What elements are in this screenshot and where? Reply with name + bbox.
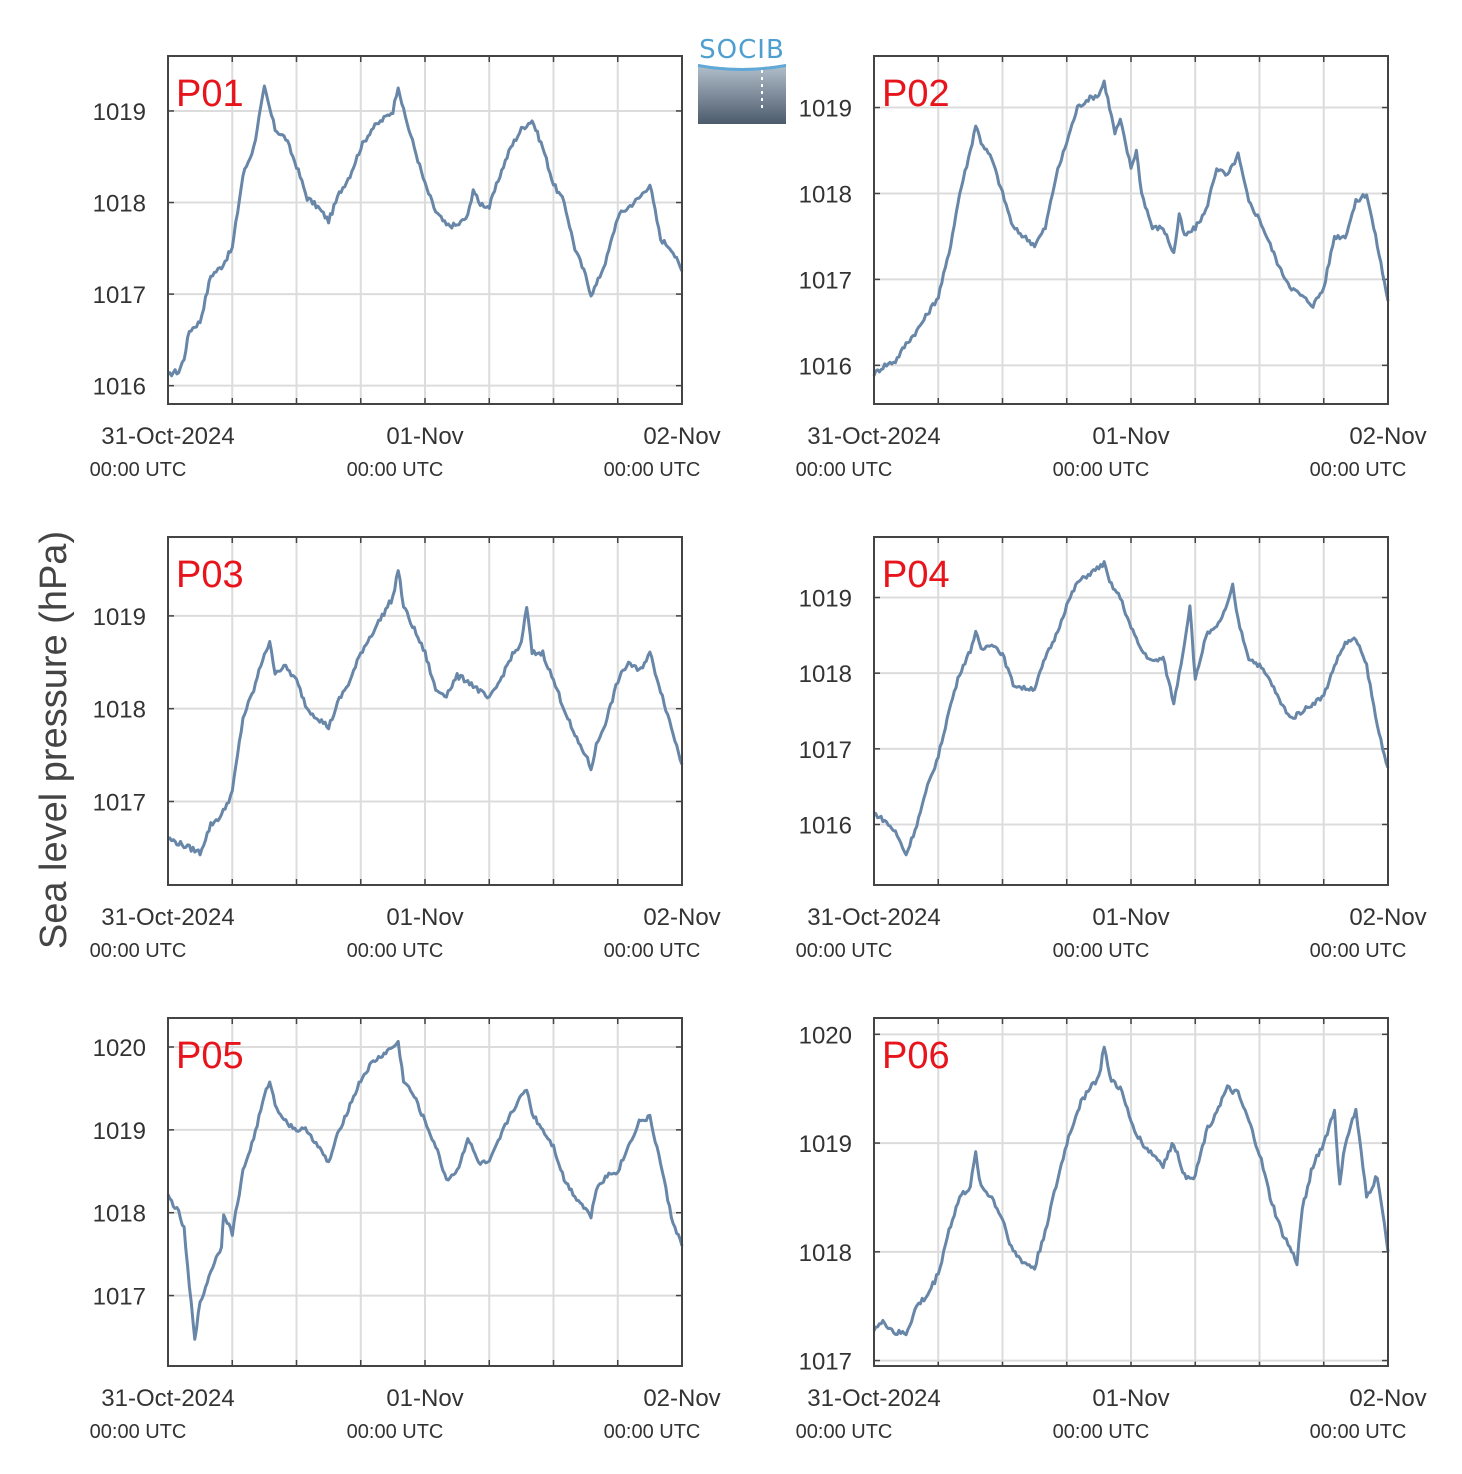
y-tick-label: 1018: [93, 697, 146, 724]
panel-label: P01: [176, 73, 244, 115]
panel-p01: 1016 1017 1018 1019 P01 31-Oct-2024 00:00 UTC 0…: [90, 55, 721, 481]
x-tick-sublabel: 00:00 UTC: [1053, 1421, 1150, 1443]
x-tick-label: 31-Oct-2024: [807, 423, 940, 450]
y-tick-label: 1017: [799, 737, 852, 764]
x-tick-label: 02-Nov: [1349, 1385, 1426, 1412]
x-tick-label: 02-Nov: [643, 904, 720, 931]
x-tick-label: 01-Nov: [1092, 1385, 1169, 1412]
y-tick-label: 1019: [799, 96, 852, 123]
x-tick-sublabel: 00:00 UTC: [90, 1421, 187, 1443]
x-tick-sublabel: 00:00 UTC: [796, 459, 893, 481]
x-tick-label: 02-Nov: [643, 423, 720, 450]
x-tick-label: 02-Nov: [1349, 904, 1426, 931]
y-tick-label: 1017: [93, 282, 146, 309]
panel-p05: 1017 1018 1019 1020 P05 31-Oct-2024 00:00 UTC 0…: [90, 1017, 721, 1443]
y-tick-label: 1018: [799, 1240, 852, 1267]
y-tick-label: 1017: [93, 789, 146, 816]
plot-frame: [167, 55, 683, 405]
x-tick-label: 31-Oct-2024: [101, 1385, 234, 1412]
plot-frame: [873, 55, 1389, 405]
logo-wave-icon: [698, 64, 786, 124]
x-tick-sublabel: 00:00 UTC: [796, 940, 893, 962]
panel-label: P05: [176, 1035, 244, 1077]
panel-label: P06: [882, 1035, 950, 1077]
y-tick-label: 1019: [93, 604, 146, 631]
y-tick-label: 1020: [799, 1022, 852, 1049]
x-tick-sublabel: 00:00 UTC: [347, 459, 444, 481]
x-tick-label: 01-Nov: [386, 423, 463, 450]
x-tick-sublabel: 00:00 UTC: [796, 1421, 893, 1443]
x-tick-sublabel: 00:00 UTC: [604, 1421, 701, 1443]
panel-p04: 1016 1017 1018 1019 P04 31-Oct-2024 00:00 UTC 0…: [796, 536, 1427, 962]
y-tick-label: 1017: [93, 1284, 146, 1311]
x-tick-label: 01-Nov: [386, 1385, 463, 1412]
y-tick-label: 1018: [799, 181, 852, 208]
y-tick-label: 1020: [93, 1035, 146, 1062]
x-tick-label: 01-Nov: [1092, 423, 1169, 450]
x-tick-sublabel: 00:00 UTC: [1053, 940, 1150, 962]
y-tick-label: 1018: [93, 1201, 146, 1228]
plot-frame: [167, 536, 683, 886]
x-tick-sublabel: 00:00 UTC: [90, 459, 187, 481]
series-line: [166, 84, 684, 378]
y-tick-label: 1018: [93, 191, 146, 218]
x-tick-sublabel: 00:00 UTC: [90, 940, 187, 962]
panel-p06: 1017 1018 1019 1020 P06 31-Oct-2024 00:00 UTC 0…: [796, 1017, 1427, 1443]
x-tick-sublabel: 00:00 UTC: [347, 1421, 444, 1443]
y-tick-label: 1016: [799, 353, 852, 380]
y-tick-label: 1016: [799, 812, 852, 839]
x-tick-label: 01-Nov: [386, 904, 463, 931]
y-tick-label: 1019: [799, 586, 852, 613]
x-tick-sublabel: 00:00 UTC: [604, 940, 701, 962]
plot-frame: [167, 1017, 683, 1367]
x-tick-label: 31-Oct-2024: [807, 904, 940, 931]
y-tick-label: 1019: [799, 1131, 852, 1158]
panel-label: P03: [176, 554, 244, 596]
x-tick-label: 31-Oct-2024: [101, 423, 234, 450]
series-line: [872, 1045, 1390, 1337]
x-tick-sublabel: 00:00 UTC: [1310, 459, 1407, 481]
panels: 1016 1017 1018 1019 P01 31-Oct-2024 00:00 UTC 0…: [90, 55, 1427, 1443]
series-line: [166, 1039, 684, 1341]
panel-p02: 1016 1017 1018 1019 P02 31-Oct-2024 00:00 UTC 0…: [796, 55, 1427, 481]
x-tick-label: 31-Oct-2024: [101, 904, 234, 931]
y-tick-label: 1016: [93, 374, 146, 401]
x-tick-sublabel: 00:00 UTC: [1053, 459, 1150, 481]
y-axis-label: Sea level pressure (hPa): [33, 531, 75, 949]
panel-p03: 1017 1018 1019 P03 31-Oct-2024 00:00 UTC 01-No…: [90, 536, 721, 962]
logo-text: SOCIB: [699, 35, 785, 65]
socib-logo: SOCIB: [698, 35, 786, 124]
y-tick-label: 1017: [799, 267, 852, 294]
x-tick-label: 02-Nov: [643, 1385, 720, 1412]
y-tick-label: 1019: [93, 99, 146, 126]
logo-wave-top-icon: [698, 64, 786, 71]
x-tick-label: 01-Nov: [1092, 904, 1169, 931]
plot-frame: [873, 1017, 1389, 1367]
x-tick-label: 31-Oct-2024: [807, 1385, 940, 1412]
x-tick-sublabel: 00:00 UTC: [1310, 1421, 1407, 1443]
y-tick-label: 1017: [799, 1349, 852, 1376]
x-tick-sublabel: 00:00 UTC: [1310, 940, 1407, 962]
series-line: [167, 569, 684, 857]
panel-label: P02: [882, 73, 950, 115]
y-tick-label: 1018: [799, 661, 852, 688]
series-line: [872, 79, 1390, 377]
panel-label: P04: [882, 554, 950, 596]
x-tick-label: 02-Nov: [1349, 423, 1426, 450]
x-tick-sublabel: 00:00 UTC: [604, 459, 701, 481]
plot-frame: [873, 536, 1389, 886]
series-line: [873, 560, 1390, 857]
x-tick-sublabel: 00:00 UTC: [347, 940, 444, 962]
y-tick-label: 1019: [93, 1118, 146, 1145]
